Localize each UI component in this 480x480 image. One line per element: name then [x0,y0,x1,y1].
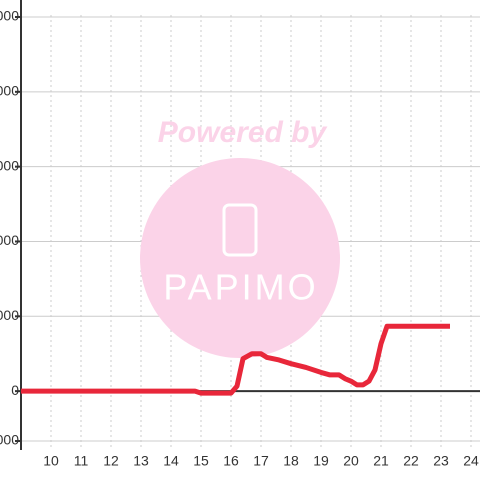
x-tick-label: 17 [253,453,269,469]
x-tick-label: 11 [74,453,89,469]
y-tick-label: 150,000 [0,8,19,24]
watermark-icon [222,203,258,257]
x-tick-label: 19 [313,453,329,469]
watermark-circle [140,158,340,358]
x-tick-label: 24 [463,453,479,469]
x-tick-label: 23 [433,453,449,469]
x-tick-label: 15 [193,453,209,469]
y-tick-label: 60,000 [0,232,19,248]
watermark-logo: PAPIMO [163,267,318,308]
y-tick-label: 30,000 [0,307,19,323]
x-tick-label: 18 [283,453,299,469]
y-tick-label: 0 [11,382,19,398]
y-tick-label: 90,000 [0,157,19,173]
x-tick-label: 20 [343,453,359,469]
x-tick-label: 14 [163,453,179,469]
x-tick-label: 10 [43,453,59,469]
y-tick-label: -20,000 [0,432,19,448]
x-tick-label: 12 [103,453,119,469]
x-tick-label: 21 [373,453,389,469]
y-tick-label: 120,000 [0,83,19,99]
watermark-text: Powered by [158,116,328,149]
line-series [21,323,450,396]
x-tick-label: 22 [403,453,419,469]
x-tick-label: 13 [133,453,149,469]
x-tick-label: 16 [223,453,239,469]
